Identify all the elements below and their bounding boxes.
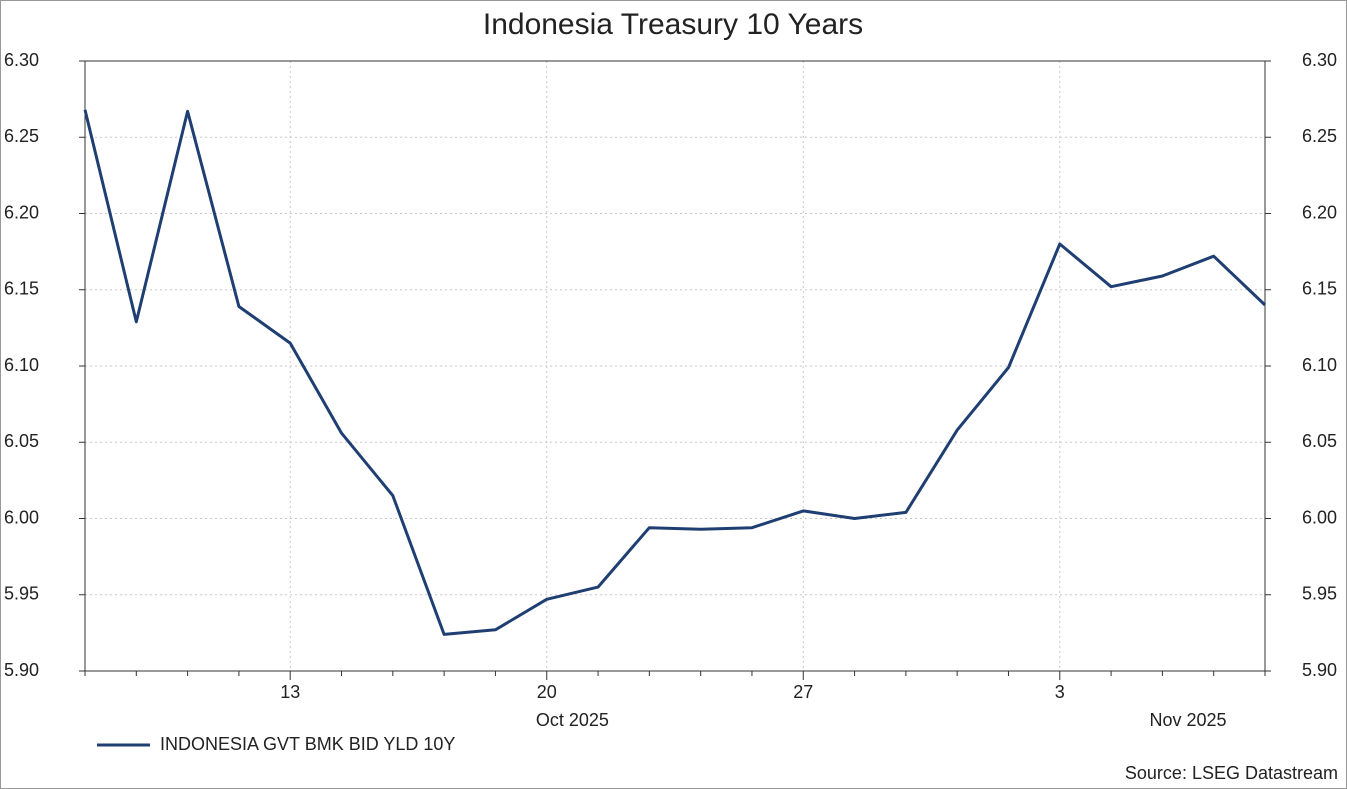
- plot-frame: [84, 60, 1266, 672]
- y-tick-label: 6.30: [4, 50, 39, 70]
- series-line: [83, 109, 1267, 636]
- y2-tick-label: 6.00: [1302, 507, 1337, 527]
- x-tick-label: 20: [537, 682, 557, 702]
- y-tick-label: 5.95: [4, 584, 39, 604]
- y-tick-label: 6.25: [4, 126, 39, 146]
- legend-label: INDONESIA GVT BMK BID YLD 10Y: [160, 734, 455, 754]
- y-tick-label: 6.05: [4, 431, 39, 451]
- y-tick-label: 6.00: [4, 507, 39, 527]
- chart-title: Indonesia Treasury 10 Years: [483, 8, 863, 41]
- x-tick-label: 27: [793, 682, 813, 702]
- y-tick-label: 6.15: [4, 279, 39, 299]
- y2-tick-label: 6.20: [1302, 202, 1337, 222]
- source-note: Source: LSEG Datastream: [1125, 763, 1338, 783]
- y2-tick-label: 6.15: [1302, 279, 1337, 299]
- x-month-label: Oct 2025: [536, 710, 609, 730]
- x-tick-label: 3: [1055, 682, 1065, 702]
- y2-tick-label: 6.25: [1302, 126, 1337, 146]
- y-tick-label: 6.10: [4, 355, 39, 375]
- y2-tick-label: 6.10: [1302, 355, 1337, 375]
- y2-tick-label: 5.90: [1302, 660, 1337, 680]
- x-tick-label: 13: [280, 682, 300, 702]
- y-tick-label: 6.20: [4, 202, 39, 222]
- y-tick-label: 5.90: [4, 660, 39, 680]
- y2-tick-label: 6.30: [1302, 50, 1337, 70]
- y2-tick-label: 5.95: [1302, 584, 1337, 604]
- y2-tick-label: 6.05: [1302, 431, 1337, 451]
- x-month-label: Nov 2025: [1150, 710, 1227, 730]
